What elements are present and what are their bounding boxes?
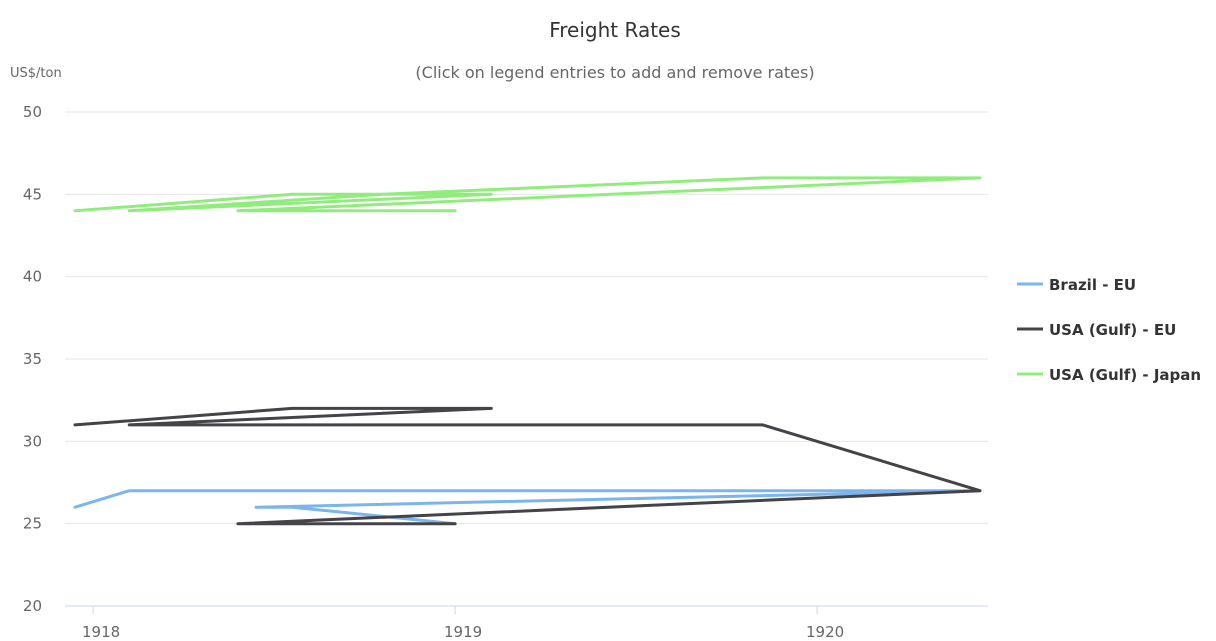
y-tick-label-40: 40 xyxy=(23,268,42,286)
legend-item-2[interactable]: USA (Gulf) - EU xyxy=(1017,321,1176,339)
y-tick-label-30: 30 xyxy=(23,432,42,450)
y-axis-unit-label: US$/ton xyxy=(10,66,62,81)
legend-item-1[interactable]: Brazil - EU xyxy=(1017,276,1136,294)
y-tick-label-20: 20 xyxy=(23,597,42,615)
series-line-3 xyxy=(73,176,982,213)
x-tick-label-1920: 1920 xyxy=(806,623,844,641)
plot-series xyxy=(73,176,982,526)
legend-label-3: USA (Gulf) - Japan xyxy=(1049,366,1201,384)
legend-label-1: Brazil - EU xyxy=(1049,276,1136,294)
x-tick-label-1919: 1919 xyxy=(444,623,482,641)
y-tick-label-45: 45 xyxy=(23,185,42,203)
legend-label-2: USA (Gulf) - EU xyxy=(1049,321,1176,339)
legend: Brazil - EU USA (Gulf) - EU USA (Gulf) - J… xyxy=(1017,276,1201,384)
series-line-1 xyxy=(73,489,982,526)
chart-subtitle: (Click on legend entries to add and remo… xyxy=(415,63,814,82)
y-tick-label-25: 25 xyxy=(23,515,42,533)
y-axis-ticks: 20 25 30 35 40 45 50 xyxy=(23,103,42,615)
chart-title: Freight Rates xyxy=(549,18,681,42)
series-line-2 xyxy=(73,406,982,526)
grid-lines xyxy=(65,111,988,525)
x-tick-label-1918: 1918 xyxy=(82,623,120,641)
x-axis-ticks: 1918 1919 1920 xyxy=(82,606,844,641)
legend-item-3[interactable]: USA (Gulf) - Japan xyxy=(1017,366,1201,384)
y-tick-label-50: 50 xyxy=(23,103,42,121)
y-tick-label-35: 35 xyxy=(23,350,42,368)
